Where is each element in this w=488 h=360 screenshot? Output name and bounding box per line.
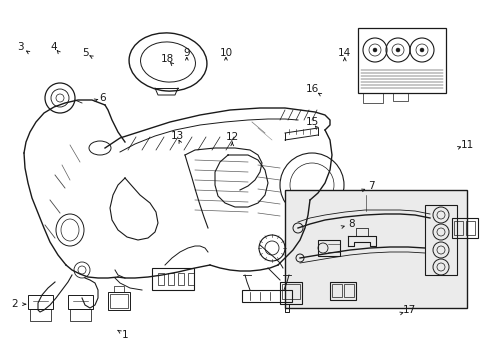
Bar xyxy=(30,309,51,321)
Bar xyxy=(158,273,163,285)
Bar xyxy=(465,221,474,235)
Bar xyxy=(357,28,445,93)
Bar xyxy=(110,294,128,308)
Text: 3: 3 xyxy=(17,42,24,52)
Bar xyxy=(392,93,407,101)
Bar xyxy=(347,195,385,211)
Circle shape xyxy=(395,48,399,52)
Text: 15: 15 xyxy=(305,117,318,127)
Text: 9: 9 xyxy=(183,48,190,58)
Text: 2: 2 xyxy=(11,299,18,309)
Bar xyxy=(168,273,174,285)
Text: 7: 7 xyxy=(367,181,374,192)
Text: 8: 8 xyxy=(347,219,354,229)
Bar xyxy=(453,221,462,235)
Text: 12: 12 xyxy=(225,132,239,142)
Bar xyxy=(70,309,91,321)
Text: 6: 6 xyxy=(99,93,106,103)
Bar xyxy=(242,290,291,302)
Text: 5: 5 xyxy=(82,48,89,58)
Bar xyxy=(68,295,93,309)
Bar xyxy=(329,282,355,300)
Text: 17: 17 xyxy=(402,305,416,315)
Circle shape xyxy=(419,48,423,52)
Bar xyxy=(108,292,130,310)
Text: 16: 16 xyxy=(305,84,318,94)
Bar xyxy=(343,284,353,297)
Bar xyxy=(28,295,53,309)
Bar xyxy=(285,190,466,308)
Text: 1: 1 xyxy=(121,330,128,340)
Text: 18: 18 xyxy=(160,54,174,64)
Bar xyxy=(424,205,456,275)
Bar xyxy=(178,273,183,285)
Text: 4: 4 xyxy=(50,42,57,52)
Bar xyxy=(152,268,194,290)
Bar xyxy=(317,240,339,256)
Bar xyxy=(362,93,382,103)
Text: 14: 14 xyxy=(337,48,351,58)
Bar xyxy=(282,284,299,299)
Bar xyxy=(331,284,341,297)
Circle shape xyxy=(372,48,376,52)
Bar xyxy=(280,282,302,304)
Bar xyxy=(451,218,477,238)
Bar xyxy=(187,273,194,285)
Text: 10: 10 xyxy=(219,48,232,58)
Text: 11: 11 xyxy=(459,140,473,150)
Text: 13: 13 xyxy=(170,131,183,141)
